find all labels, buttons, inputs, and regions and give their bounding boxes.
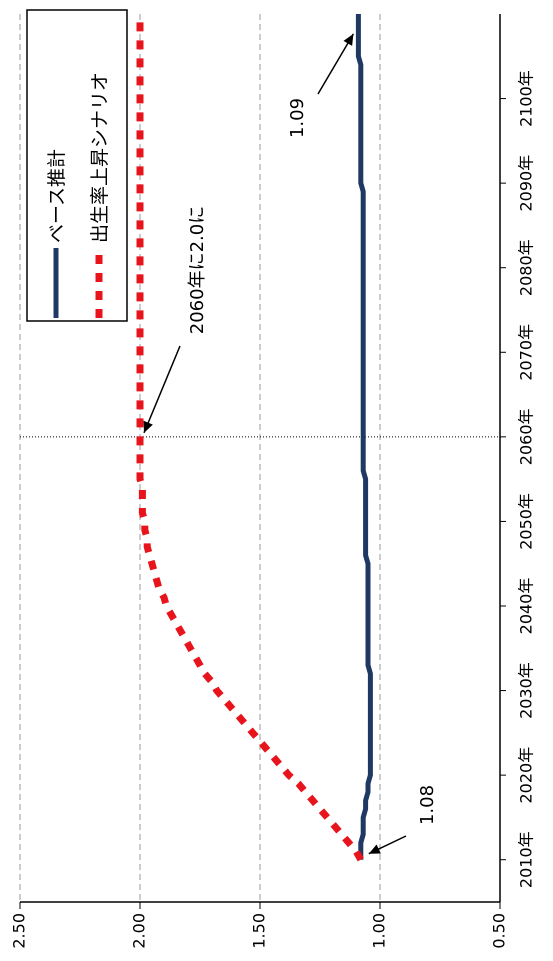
value-tick-label: 1.00 bbox=[370, 913, 389, 949]
series-line-high-birthrate bbox=[136, 14, 364, 862]
time-tick-label: 2080年 bbox=[517, 239, 536, 296]
x-axis: 2010年 2020年 2030年 2040年 2050年 2060年 2070年 2080年… bbox=[499, 14, 536, 902]
time-tick-label: 2020年 bbox=[517, 747, 536, 804]
annotation-label-1-09: 1.09 bbox=[287, 98, 308, 138]
annotation-label-1-08: 1.08 bbox=[417, 785, 438, 825]
value-tick-label: 2.50 bbox=[10, 913, 29, 949]
time-tick-label: 2040年 bbox=[517, 578, 536, 635]
value-tick-label: 1.50 bbox=[250, 913, 269, 949]
legend-box bbox=[26, 9, 128, 322]
annotations: 1.08 2060年に2.0に 1.09 bbox=[143, 33, 438, 855]
annotation-arrow-1-09-head bbox=[343, 33, 354, 46]
annotation-label-2060: 2060年に2.0に bbox=[187, 206, 208, 334]
series-line-base bbox=[355, 14, 373, 860]
annotation-arrow-1-09 bbox=[317, 33, 355, 95]
time-tick-label: 2090年 bbox=[517, 155, 536, 212]
time-tick-label: 2010年 bbox=[517, 831, 536, 888]
time-tick-label: 2060年 bbox=[517, 408, 536, 465]
annotation-arrow-2060 bbox=[143, 345, 181, 434]
time-tick-label: 2070年 bbox=[517, 324, 536, 381]
time-tick-label: 2100年 bbox=[517, 70, 536, 127]
legend-label-base: ベース推計 bbox=[46, 149, 68, 243]
value-tick-label: 0.50 bbox=[490, 913, 509, 949]
legend-label-high: 出生率上昇シナリオ bbox=[89, 72, 111, 243]
value-tick-label: 2.00 bbox=[130, 913, 149, 949]
legend: ベース推計 出生率上昇シナリオ bbox=[26, 9, 128, 322]
y-axis: 0.50 1.00 1.50 2.00 2.50 bbox=[10, 901, 509, 949]
time-tick-label: 2050年 bbox=[517, 493, 536, 550]
annotation-arrow-2060-head bbox=[143, 420, 153, 433]
time-tick-label: 2030年 bbox=[517, 662, 536, 719]
annotation-arrow-1-08-head bbox=[368, 844, 381, 854]
series-lines bbox=[136, 14, 373, 862]
